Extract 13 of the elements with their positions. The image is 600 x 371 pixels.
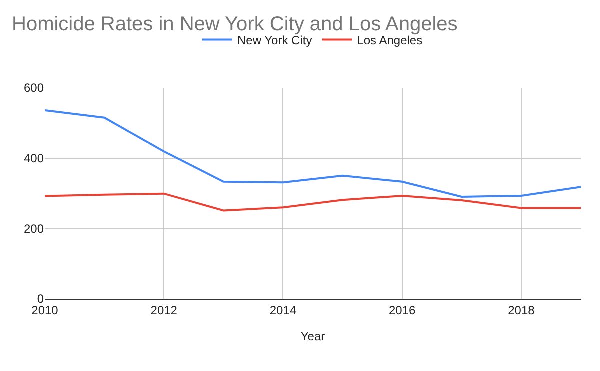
y-tick-label: 200 [24,222,44,236]
y-tick-label: 400 [24,152,44,166]
x-tick-label: 2014 [270,303,297,318]
line-series [45,192,581,212]
legend-label: Los Angeles [357,33,423,48]
x-tick-label: 2012 [150,303,178,318]
line-series [45,110,581,198]
legend-label: New York City [238,33,312,48]
x-tick-label: 2016 [388,303,416,318]
x-tick-label: 2018 [508,303,536,318]
y-tick-label: 600 [24,81,44,96]
chart-title: Homicide Rates in New York City and Los Angeles [12,14,458,36]
x-axis-title: Year [300,329,326,344]
